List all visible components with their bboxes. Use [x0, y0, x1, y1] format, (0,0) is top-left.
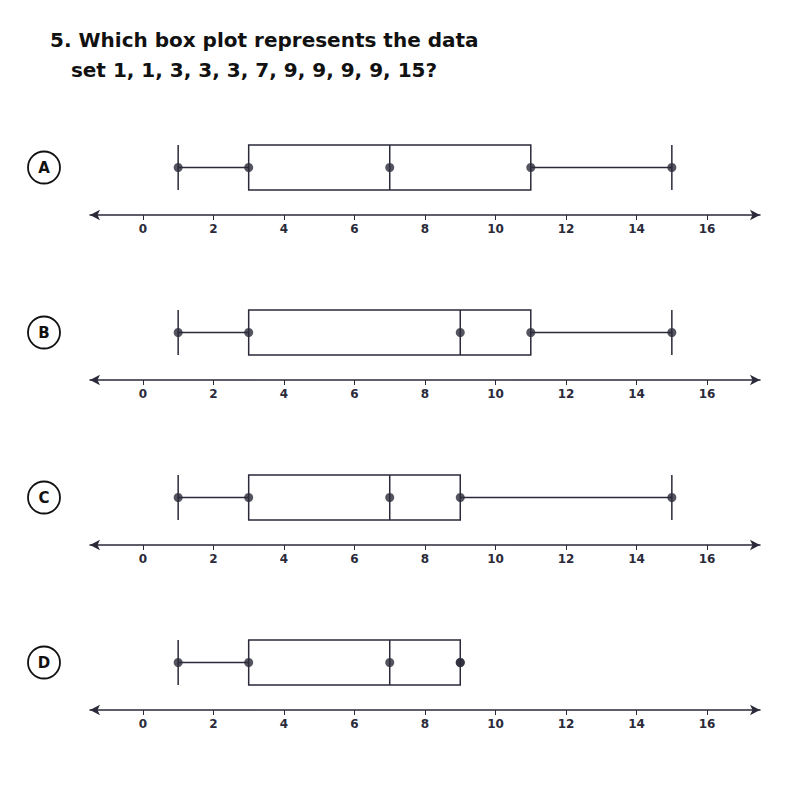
svg-text:C: C: [38, 489, 49, 507]
svg-text:10: 10: [487, 387, 504, 401]
svg-text:16: 16: [699, 552, 716, 566]
svg-text:8: 8: [421, 717, 429, 731]
svg-text:6: 6: [350, 387, 358, 401]
svg-text:4: 4: [280, 387, 288, 401]
svg-text:12: 12: [558, 717, 575, 731]
svg-text:10: 10: [487, 222, 504, 236]
svg-text:4: 4: [280, 717, 288, 731]
svg-text:2: 2: [209, 387, 217, 401]
svg-text:14: 14: [628, 552, 645, 566]
svg-text:0: 0: [139, 387, 147, 401]
svg-text:set 1, 1, 3, 3, 3, 7, 9, 9, 9,: set 1, 1, 3, 3, 3, 7, 9, 9, 9, 9, 15?: [50, 58, 437, 82]
svg-text:10: 10: [487, 717, 504, 731]
svg-text:16: 16: [699, 717, 716, 731]
svg-text:6: 6: [350, 222, 358, 236]
svg-text:B: B: [38, 324, 49, 342]
svg-text:8: 8: [421, 387, 429, 401]
svg-text:12: 12: [558, 222, 575, 236]
svg-text:14: 14: [628, 387, 645, 401]
svg-text:2: 2: [209, 552, 217, 566]
svg-text:2: 2: [209, 222, 217, 236]
svg-text:16: 16: [699, 387, 716, 401]
svg-text:12: 12: [558, 552, 575, 566]
svg-text:8: 8: [421, 552, 429, 566]
svg-text:6: 6: [350, 717, 358, 731]
svg-text:4: 4: [280, 222, 288, 236]
svg-text:0: 0: [139, 222, 147, 236]
svg-text:0: 0: [139, 552, 147, 566]
svg-text:8: 8: [421, 222, 429, 236]
svg-text:A: A: [38, 159, 50, 177]
svg-text:4: 4: [280, 552, 288, 566]
svg-text:5. Which box plot represents t: 5. Which box plot represents the data: [50, 28, 479, 52]
svg-text:D: D: [38, 654, 50, 672]
svg-text:12: 12: [558, 387, 575, 401]
svg-text:14: 14: [628, 717, 645, 731]
svg-text:6: 6: [350, 552, 358, 566]
svg-text:16: 16: [699, 222, 716, 236]
svg-text:10: 10: [487, 552, 504, 566]
svg-text:2: 2: [209, 717, 217, 731]
svg-text:0: 0: [139, 717, 147, 731]
svg-text:14: 14: [628, 222, 645, 236]
